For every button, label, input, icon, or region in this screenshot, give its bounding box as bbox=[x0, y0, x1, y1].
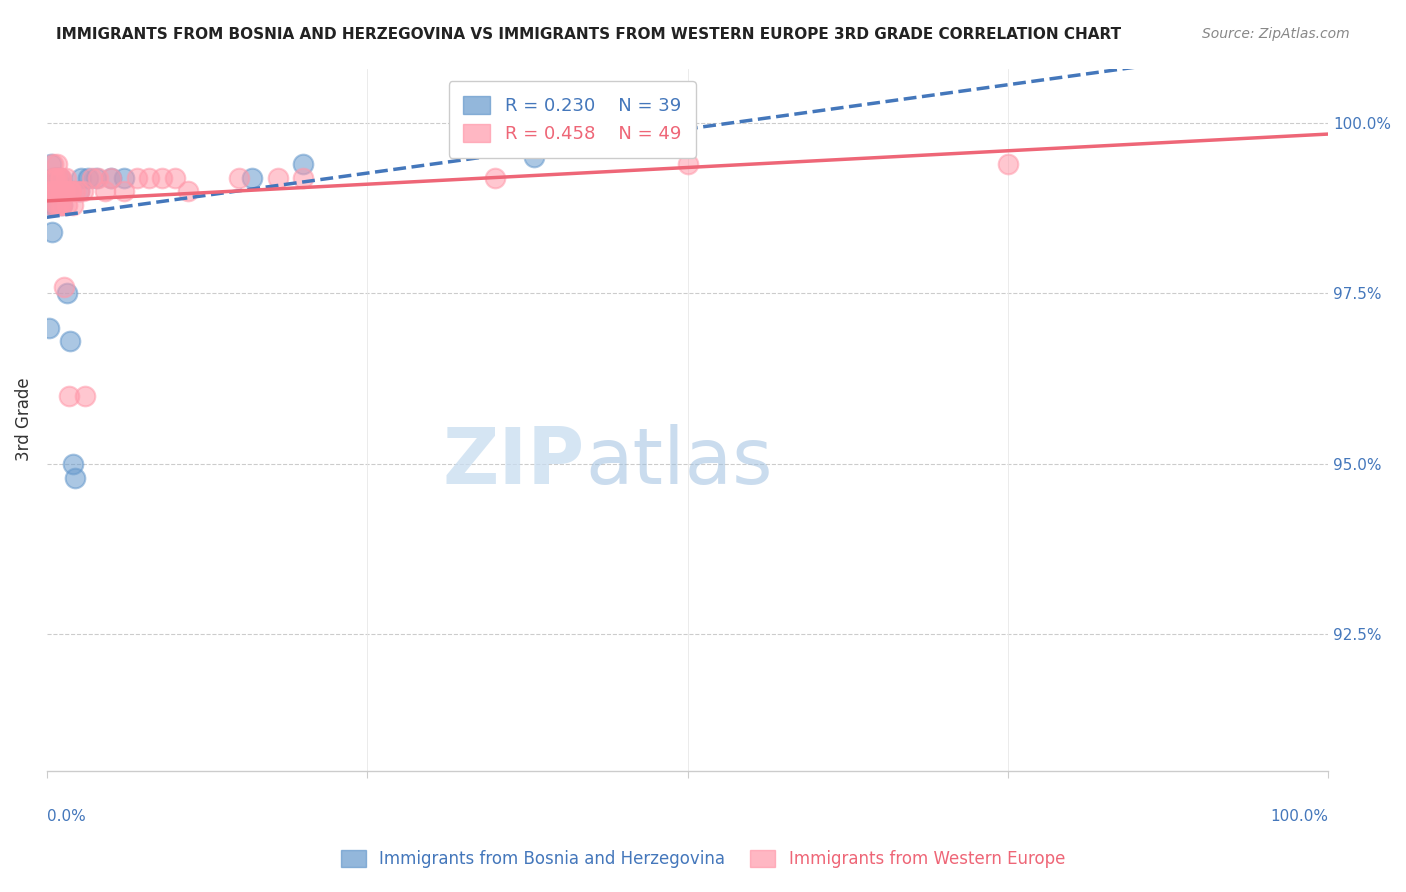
Point bbox=[45, 184, 67, 198]
Point bbox=[676, 157, 699, 171]
Point bbox=[63, 184, 86, 198]
Point bbox=[59, 184, 82, 198]
Point bbox=[46, 178, 69, 192]
Point bbox=[84, 170, 107, 185]
Point bbox=[48, 178, 70, 192]
Point bbox=[292, 157, 315, 171]
Point bbox=[72, 184, 94, 198]
Point bbox=[125, 170, 148, 185]
Point bbox=[45, 198, 67, 212]
Point bbox=[45, 184, 67, 198]
Point bbox=[41, 225, 63, 239]
Point bbox=[112, 170, 135, 185]
Point bbox=[46, 170, 69, 185]
Point bbox=[42, 170, 65, 185]
Point bbox=[38, 320, 60, 334]
Point bbox=[51, 184, 73, 198]
Point bbox=[48, 170, 70, 185]
Point bbox=[48, 198, 70, 212]
Point bbox=[39, 157, 62, 171]
Point bbox=[112, 184, 135, 198]
Point bbox=[228, 170, 250, 185]
Point bbox=[52, 279, 75, 293]
Point bbox=[46, 184, 69, 198]
Text: IMMIGRANTS FROM BOSNIA AND HERZEGOVINA VS IMMIGRANTS FROM WESTERN EUROPE 3RD GRA: IMMIGRANTS FROM BOSNIA AND HERZEGOVINA V… bbox=[56, 27, 1122, 42]
Point bbox=[39, 184, 62, 198]
Point bbox=[41, 198, 63, 212]
Point bbox=[56, 198, 79, 212]
Point bbox=[177, 184, 200, 198]
Point bbox=[53, 184, 76, 198]
Point bbox=[44, 184, 66, 198]
Point bbox=[523, 150, 546, 164]
Point bbox=[48, 191, 70, 205]
Point bbox=[80, 170, 103, 185]
Point bbox=[48, 184, 70, 198]
Point bbox=[240, 170, 263, 185]
Y-axis label: 3rd Grade: 3rd Grade bbox=[15, 378, 32, 461]
Point bbox=[48, 184, 70, 198]
Point bbox=[63, 470, 86, 484]
Legend: Immigrants from Bosnia and Herzegovina, Immigrants from Western Europe: Immigrants from Bosnia and Herzegovina, … bbox=[335, 843, 1071, 875]
Point bbox=[997, 157, 1019, 171]
Point bbox=[93, 184, 115, 198]
Point bbox=[46, 184, 69, 198]
Point bbox=[51, 198, 73, 212]
Point bbox=[39, 184, 62, 198]
Point bbox=[46, 157, 69, 171]
Point bbox=[55, 184, 77, 198]
Point bbox=[44, 170, 66, 185]
Text: atlas: atlas bbox=[585, 424, 772, 500]
Point bbox=[60, 184, 83, 198]
Point bbox=[77, 170, 100, 185]
Point bbox=[100, 170, 122, 185]
Point bbox=[56, 286, 79, 301]
Point bbox=[49, 184, 72, 198]
Legend: R = 0.230    N = 39, R = 0.458    N = 49: R = 0.230 N = 39, R = 0.458 N = 49 bbox=[449, 81, 696, 158]
Point bbox=[42, 198, 65, 212]
Text: ZIP: ZIP bbox=[443, 424, 585, 500]
Point bbox=[42, 157, 65, 171]
Point bbox=[48, 170, 70, 185]
Point bbox=[41, 198, 63, 212]
Point bbox=[45, 170, 67, 185]
Point bbox=[55, 170, 77, 185]
Point bbox=[42, 170, 65, 185]
Point bbox=[44, 184, 66, 198]
Point bbox=[48, 198, 70, 212]
Point bbox=[52, 184, 75, 198]
Text: Source: ZipAtlas.com: Source: ZipAtlas.com bbox=[1202, 27, 1350, 41]
Text: 0.0%: 0.0% bbox=[46, 809, 86, 824]
Point bbox=[163, 170, 186, 185]
Point bbox=[45, 178, 67, 192]
Point bbox=[67, 184, 90, 198]
Point bbox=[52, 184, 75, 198]
Point bbox=[59, 334, 82, 349]
Point bbox=[45, 191, 67, 205]
Point bbox=[44, 198, 66, 212]
Point bbox=[75, 389, 97, 403]
Point bbox=[87, 170, 110, 185]
Point bbox=[51, 198, 73, 212]
Point bbox=[48, 184, 70, 198]
Point bbox=[58, 389, 80, 403]
Point bbox=[150, 170, 173, 185]
Point bbox=[42, 184, 65, 198]
Point bbox=[67, 184, 90, 198]
Point bbox=[49, 184, 72, 198]
Point bbox=[62, 198, 84, 212]
Point bbox=[292, 170, 315, 185]
Point bbox=[62, 457, 84, 471]
Text: 100.0%: 100.0% bbox=[1270, 809, 1329, 824]
Point bbox=[46, 170, 69, 185]
Point bbox=[138, 170, 160, 185]
Point bbox=[100, 170, 122, 185]
Point bbox=[484, 170, 506, 185]
Point bbox=[44, 170, 66, 185]
Point bbox=[49, 170, 72, 185]
Point bbox=[70, 170, 93, 185]
Point bbox=[266, 170, 288, 185]
